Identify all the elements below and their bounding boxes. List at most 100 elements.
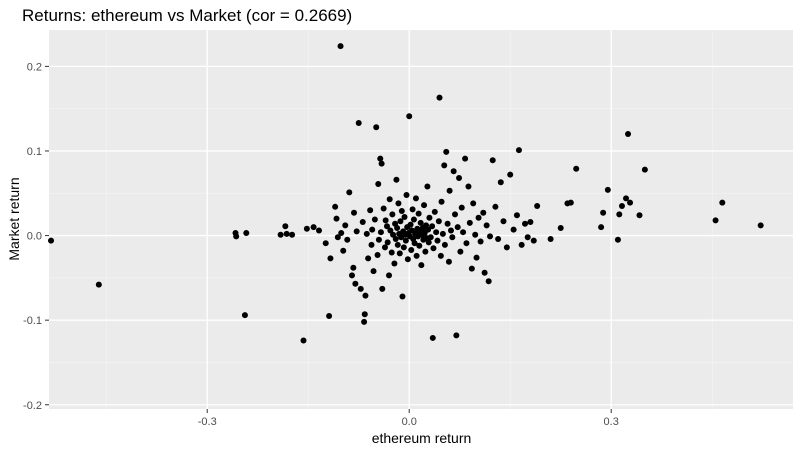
data-point (383, 223, 390, 230)
data-point (425, 239, 432, 246)
data-point (453, 332, 460, 339)
data-point (388, 249, 395, 256)
data-point (430, 245, 437, 252)
data-point (277, 231, 284, 238)
data-point (434, 237, 441, 244)
data-point (382, 217, 389, 224)
data-point (418, 262, 425, 269)
data-point (473, 254, 480, 261)
data-point (472, 231, 479, 238)
data-point (557, 224, 564, 231)
data-point (481, 269, 488, 276)
data-point (495, 235, 502, 242)
data-point (315, 227, 322, 234)
data-point (454, 224, 461, 231)
data-point (386, 196, 393, 203)
data-point (485, 278, 492, 285)
data-point (396, 250, 403, 257)
data-point (404, 256, 411, 263)
data-point (470, 200, 477, 207)
x-tick-label: 0.0 (402, 416, 417, 428)
data-point (598, 224, 605, 231)
data-point (348, 272, 355, 279)
data-point (429, 334, 436, 341)
data-point (573, 165, 580, 172)
data-point (399, 293, 406, 300)
chart-title: Returns: ethereum vs Market (cor = 0.266… (22, 6, 352, 25)
data-point (346, 189, 353, 196)
data-point (497, 179, 504, 186)
data-point (447, 227, 454, 234)
data-point (534, 202, 541, 209)
data-point (342, 222, 349, 229)
data-point (407, 221, 414, 228)
data-point (616, 211, 623, 218)
data-point (507, 171, 514, 178)
data-point (350, 264, 357, 271)
data-point (243, 230, 250, 237)
data-point (361, 318, 368, 325)
data-point (374, 252, 381, 259)
data-point (351, 209, 358, 216)
data-point (362, 292, 369, 299)
data-point (719, 199, 726, 206)
data-point (413, 252, 420, 259)
data-point (487, 233, 494, 240)
data-point (421, 202, 428, 209)
data-point (283, 230, 290, 237)
data-point (391, 260, 398, 267)
data-point (456, 175, 463, 182)
y-tick-label: -0.2 (23, 400, 42, 412)
x-axis-title: ethereum return (372, 430, 472, 446)
data-point (371, 216, 378, 223)
data-point (365, 255, 372, 262)
data-point (377, 155, 384, 162)
data-point (503, 244, 510, 251)
data-point (363, 230, 370, 237)
data-point (439, 230, 446, 237)
data-point (378, 160, 385, 167)
data-point (475, 214, 482, 221)
data-point (338, 230, 345, 237)
y-tick-label: 0.0 (27, 231, 42, 243)
data-point (463, 240, 470, 247)
data-point (416, 242, 423, 249)
data-point (600, 209, 607, 216)
data-point (282, 223, 289, 230)
data-point (489, 157, 496, 164)
y-axis: -0.2 -0.1 0.0 0.1 0.2 (23, 61, 49, 412)
data-point (417, 219, 424, 226)
data-point (353, 228, 360, 235)
data-point (510, 226, 517, 233)
data-point (524, 234, 531, 241)
data-point (392, 235, 399, 242)
data-point (386, 272, 393, 279)
data-point (410, 216, 417, 223)
data-point (359, 219, 366, 226)
data-point (357, 285, 364, 292)
data-point (395, 200, 402, 207)
data-point (384, 239, 391, 246)
data-point (426, 214, 433, 221)
data-point (380, 205, 387, 212)
data-point (429, 223, 436, 230)
data-point (437, 252, 444, 259)
data-point (389, 211, 396, 218)
data-point (352, 280, 359, 287)
data-point (641, 166, 648, 173)
data-point (326, 312, 333, 319)
data-point (337, 43, 344, 50)
data-point (327, 255, 334, 262)
data-point (515, 147, 522, 154)
data-point (458, 204, 465, 211)
data-point (513, 212, 520, 219)
data-point (373, 124, 380, 131)
y-tick-label: -0.1 (23, 315, 42, 327)
data-point (483, 222, 490, 229)
data-point (422, 248, 429, 255)
data-point (444, 220, 451, 227)
data-point (465, 183, 472, 190)
data-point (445, 258, 452, 265)
x-axis: -0.3 0.0 0.3 (198, 409, 619, 428)
